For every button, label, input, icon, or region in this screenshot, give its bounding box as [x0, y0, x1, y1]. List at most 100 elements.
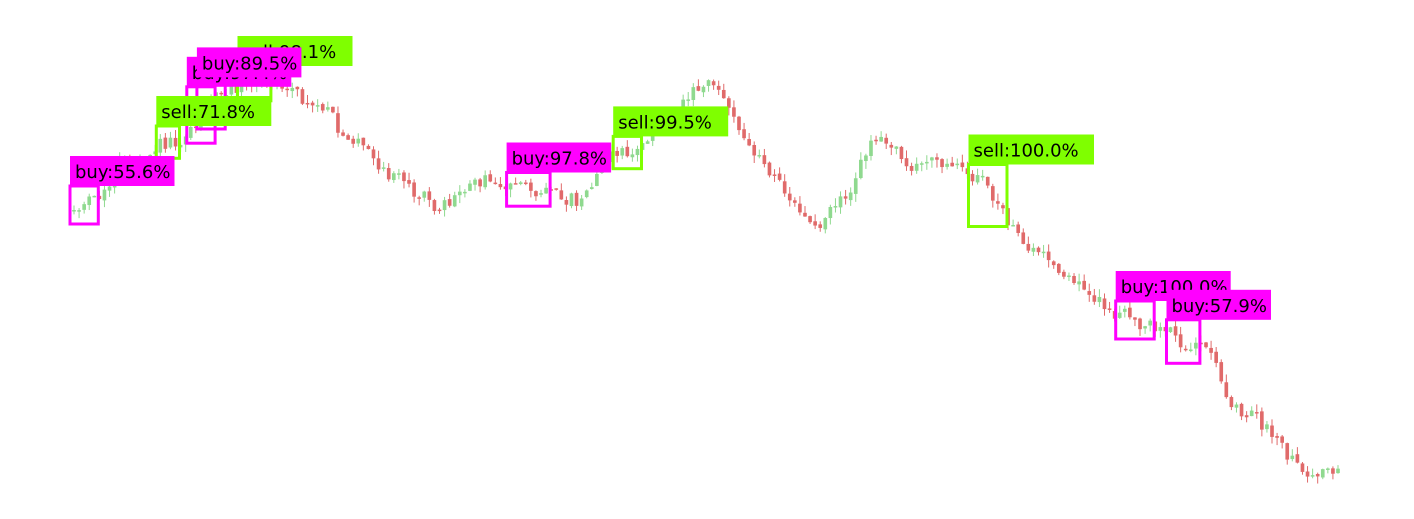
candle-body	[1224, 382, 1229, 398]
candle-body	[356, 138, 361, 144]
candle	[1249, 406, 1254, 417]
candle-body	[635, 148, 640, 156]
candle	[1275, 432, 1279, 446]
candle-body	[529, 182, 533, 191]
candle-body	[630, 154, 635, 158]
candle-body	[290, 87, 295, 92]
candle	[1148, 318, 1152, 332]
candle	[1158, 322, 1163, 338]
candle	[1188, 342, 1193, 353]
candle-body	[564, 200, 569, 205]
candle-body	[960, 162, 965, 168]
candle-body	[793, 200, 797, 203]
candle	[1051, 260, 1056, 269]
candle-body	[1031, 247, 1036, 252]
candle-body	[386, 168, 391, 180]
candle	[589, 182, 594, 190]
candle	[1310, 468, 1315, 479]
candle	[716, 80, 721, 96]
candle-body	[239, 82, 244, 93]
signal-label-text: sell:71.8%	[161, 102, 255, 123]
candle	[529, 178, 533, 198]
candle	[803, 206, 807, 217]
candle	[569, 192, 574, 209]
candle	[899, 145, 904, 164]
candle-body	[798, 203, 802, 213]
candle	[1209, 340, 1213, 360]
candle-body	[711, 81, 716, 86]
candle	[701, 85, 706, 98]
candle	[752, 141, 757, 164]
candle-body	[498, 184, 503, 188]
buy-signal-label: buy:97.8%	[506, 142, 612, 173]
candle	[1214, 347, 1218, 368]
candle	[686, 92, 691, 107]
candle	[869, 135, 873, 161]
candle	[742, 122, 746, 141]
candle	[356, 133, 361, 147]
sell-signal-label: sell:71.8%	[156, 96, 272, 126]
candle-body	[950, 162, 955, 167]
candle	[853, 172, 858, 202]
candle-body	[305, 102, 310, 105]
candle	[92, 195, 97, 198]
candle-body	[1128, 307, 1132, 318]
candle	[772, 169, 777, 182]
candle-body	[727, 98, 731, 108]
candle	[417, 195, 422, 206]
candle	[346, 133, 350, 140]
candle-body	[1219, 362, 1224, 382]
candle	[1280, 434, 1284, 449]
candle	[1290, 449, 1295, 462]
candle	[747, 133, 751, 147]
candle	[163, 132, 168, 153]
candle	[188, 124, 193, 140]
candle	[1056, 263, 1061, 276]
candle-body	[219, 92, 224, 95]
candle	[574, 190, 579, 211]
candle	[341, 129, 345, 137]
candle-body	[437, 209, 442, 212]
candle-body	[985, 176, 990, 186]
candle-body	[1229, 397, 1234, 408]
candle-body	[1021, 232, 1026, 244]
candle-body	[848, 192, 853, 201]
candle	[1077, 273, 1081, 292]
candle-body	[381, 167, 386, 169]
candle-body	[376, 158, 381, 170]
candle-body	[391, 173, 396, 181]
candle-body	[884, 137, 889, 144]
candle-body	[493, 182, 498, 185]
candle	[412, 179, 416, 203]
candle	[945, 158, 949, 170]
candle	[843, 189, 848, 205]
candle-body	[1067, 275, 1071, 278]
candle-body	[838, 196, 843, 208]
candle-body	[595, 173, 599, 186]
candle-body	[686, 99, 691, 101]
candle-body	[229, 84, 234, 95]
candle	[544, 182, 548, 194]
sell-signal-label: sell:100.0%	[968, 134, 1094, 165]
candle	[1173, 321, 1178, 342]
candle-body	[442, 200, 447, 211]
candle-body	[1270, 425, 1274, 437]
candle-body	[82, 204, 86, 210]
candle-body	[559, 190, 564, 200]
candle-body	[1072, 276, 1076, 284]
candle-body	[864, 155, 868, 162]
candle-body	[1305, 471, 1310, 477]
candle	[762, 148, 767, 168]
signal-label-background	[70, 156, 175, 186]
candle-body	[102, 189, 107, 201]
candle-body	[767, 162, 772, 176]
candle	[1204, 341, 1208, 349]
candle-body	[691, 87, 696, 100]
candle-body	[1295, 454, 1300, 463]
candle-body	[1320, 469, 1325, 478]
candle	[1244, 411, 1249, 423]
candle	[468, 180, 472, 192]
candle-body	[163, 137, 168, 149]
candle	[1011, 219, 1015, 227]
candle	[1097, 289, 1102, 308]
